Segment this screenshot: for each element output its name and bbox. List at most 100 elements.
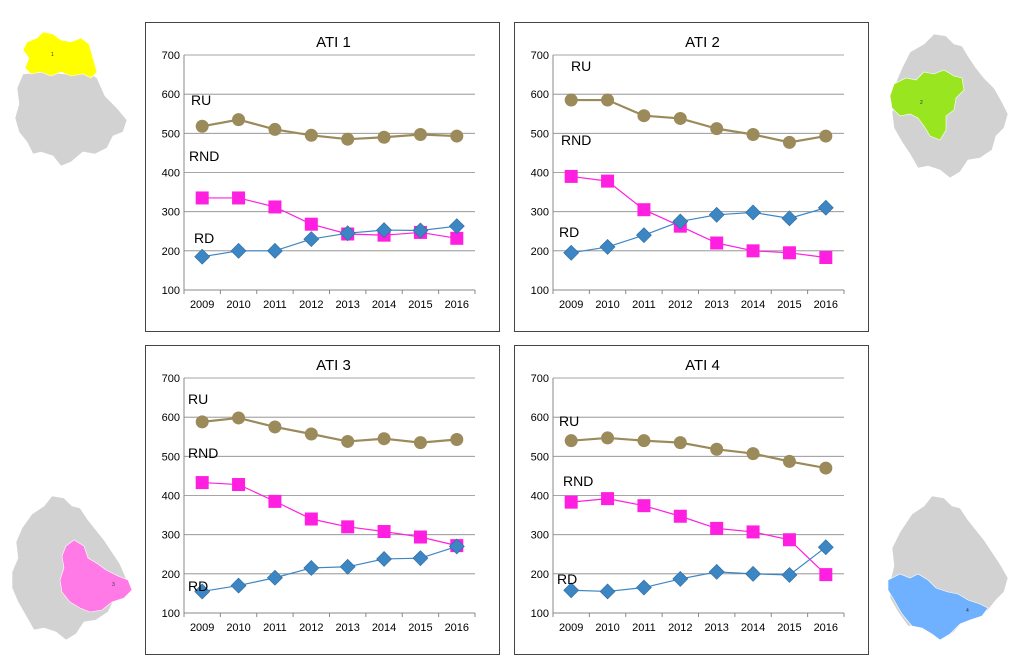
chart-ati-1: ATI 1 100 200 300 400 500 600 700 2009 2010 2011 20… <box>162 34 476 311</box>
x-tick-label: 2013 <box>335 299 359 311</box>
data-point-rd <box>412 222 429 239</box>
data-point-rnd <box>819 568 833 582</box>
data-point-rnd <box>601 492 615 506</box>
data-point-ru <box>413 128 427 142</box>
chart-ati-2: ATI 2 100 200 300 400 500 600 700 2009 2010 2011 20… <box>531 34 845 311</box>
data-point-ru <box>564 434 578 448</box>
data-point-ru <box>673 111 687 125</box>
x-tick-label: 2011 <box>632 622 656 634</box>
x-tick-label: 2016 <box>814 299 838 311</box>
data-point-rnd <box>564 495 578 509</box>
x-tick-label: 2011 <box>263 299 287 311</box>
data-point-rd <box>563 244 580 261</box>
data-point-rd <box>230 577 247 594</box>
minimap-ati-2: 2 <box>889 33 1009 179</box>
x-tick-label: 2014 <box>741 299 765 311</box>
data-point-rd <box>708 563 725 580</box>
data-point-ru <box>268 420 282 434</box>
data-point-rnd <box>782 246 796 260</box>
map-region-highlight <box>889 69 965 141</box>
data-point-rnd <box>195 476 209 490</box>
data-point-ru <box>710 442 724 456</box>
data-point-rnd <box>232 191 246 205</box>
series-label-rnd: RND <box>188 445 218 461</box>
x-tick-label: 2010 <box>226 622 250 634</box>
y-tick-label: 700 <box>162 373 180 385</box>
data-point-rd <box>194 583 211 600</box>
series-label-rnd: RND <box>189 148 219 164</box>
data-point-ru <box>746 128 760 142</box>
data-point-rnd <box>746 244 760 258</box>
data-point-rnd <box>341 520 355 534</box>
data-point-ru <box>377 432 391 446</box>
y-tick-label: 200 <box>162 246 180 258</box>
data-point-rd <box>448 218 465 235</box>
chart-title: ATI 4 <box>685 357 720 374</box>
x-tick-label: 2014 <box>372 622 396 634</box>
y-tick-label: 200 <box>531 569 549 581</box>
x-tick-label: 2011 <box>263 622 287 634</box>
x-tick-label: 2009 <box>190 299 214 311</box>
data-point-ru <box>782 135 796 149</box>
data-point-ru <box>819 129 833 143</box>
data-point-ru <box>377 130 391 144</box>
data-point-ru <box>232 113 246 127</box>
series-label-rnd: RND <box>561 132 591 148</box>
x-tick-label: 2013 <box>704 622 728 634</box>
data-point-rd <box>636 579 652 596</box>
x-tick-label: 2010 <box>595 622 619 634</box>
x-tick-label: 2014 <box>741 622 765 634</box>
data-point-ru <box>710 122 724 136</box>
chart-ati-3: ATI 3 100 200 300 400 500 600 700 2009 2010 2011 20… <box>162 357 476 634</box>
y-tick-label: 300 <box>162 207 180 219</box>
y-tick-label: 600 <box>162 89 180 101</box>
x-tick-label: 2016 <box>445 622 469 634</box>
data-point-rd <box>339 225 356 242</box>
y-tick-label: 100 <box>531 285 549 297</box>
data-point-rnd <box>304 512 318 526</box>
map-label: 3 <box>112 582 115 588</box>
x-tick-label: 2015 <box>408 622 432 634</box>
data-point-rd <box>448 538 465 555</box>
x-tick-label: 2016 <box>445 299 469 311</box>
chart-panel-ati-2: ATI 2 100 200 300 400 500 600 700 2009 2010 2011 20… <box>514 22 869 332</box>
series-label-rd: RD <box>557 571 577 587</box>
data-point-ru <box>601 93 615 107</box>
data-point-rd <box>745 204 761 221</box>
data-point-rnd <box>232 478 246 492</box>
data-point-ru <box>637 109 651 123</box>
data-point-rd <box>781 210 798 227</box>
data-point-rnd <box>601 174 615 188</box>
series-label-rd: RD <box>188 578 208 594</box>
x-tick-label: 2012 <box>668 299 692 311</box>
y-tick-label: 600 <box>531 412 549 424</box>
data-point-rd <box>194 248 211 265</box>
y-tick-label: 100 <box>162 285 180 297</box>
x-tick-label: 2015 <box>408 299 432 311</box>
data-point-rd <box>708 206 725 223</box>
y-tick-label: 500 <box>162 451 180 463</box>
chart-panel-ati-3: ATI 3 100 200 300 400 500 600 700 2009 2010 2011 20… <box>145 345 500 655</box>
minimap-ati-3: 3 <box>11 495 133 641</box>
y-tick-label: 200 <box>162 569 180 581</box>
y-tick-label: 700 <box>531 373 549 385</box>
data-point-rd <box>672 213 689 230</box>
series-label-ru: RU <box>191 92 211 108</box>
data-point-rd <box>230 242 247 259</box>
data-point-rnd <box>637 499 651 513</box>
data-point-rnd <box>450 231 464 245</box>
chart-title: ATI 1 <box>316 34 351 51</box>
series-label-ru: RU <box>559 413 579 429</box>
data-point-rd <box>303 231 320 248</box>
data-point-ru <box>304 128 318 142</box>
chart-ati-4: ATI 4 100 200 300 400 500 600 700 2009 2010 2011 20… <box>531 357 845 634</box>
x-tick-label: 2010 <box>595 299 619 311</box>
minimap-ati-4: 4 <box>887 495 1009 641</box>
x-tick-label: 2015 <box>777 622 801 634</box>
data-point-ru <box>637 434 651 448</box>
x-tick-label: 2010 <box>226 299 250 311</box>
x-tick-label: 2016 <box>814 622 838 634</box>
data-point-rnd <box>564 169 578 183</box>
data-point-ru <box>450 432 464 446</box>
data-point-rd <box>267 569 283 586</box>
